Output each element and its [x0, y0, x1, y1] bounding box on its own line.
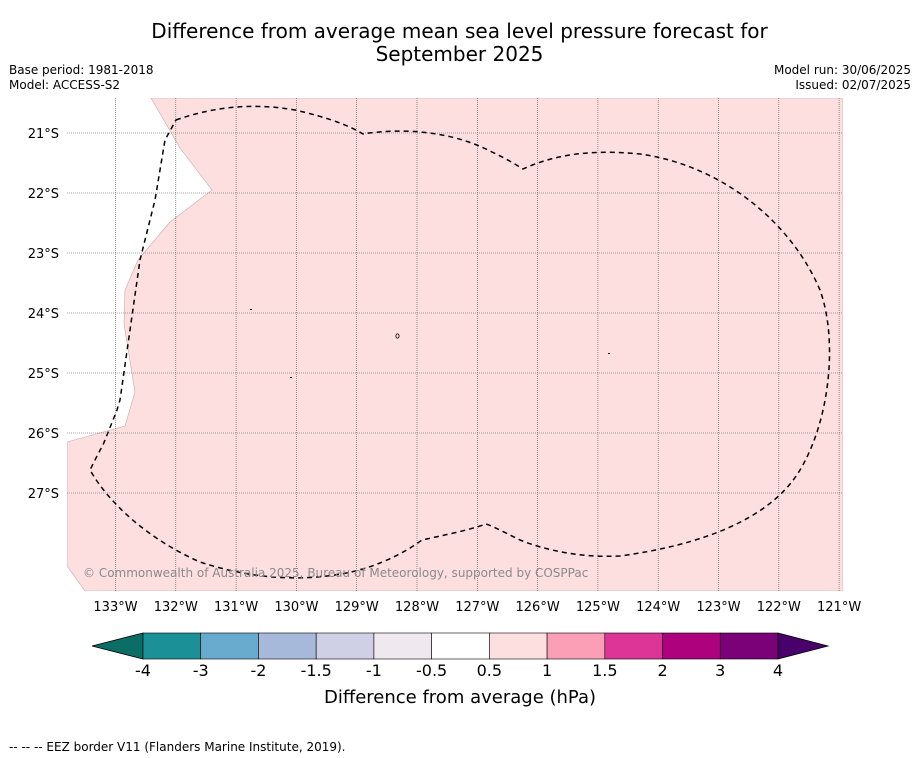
lat-label: 21°S: [28, 127, 59, 142]
model-run: Model run: 30/06/2025: [773, 63, 911, 77]
lon-label: 133°W: [93, 600, 137, 615]
colorbar-tick: 3: [715, 661, 725, 680]
colorbar-min-arrow: [91, 632, 144, 660]
graticule: [67, 98, 843, 591]
colorbar-segment: [546, 632, 606, 660]
colorbar: -4 -3 -2 -1.5 -1 -0.5 0.5 1 1.5 2 3 4: [91, 632, 830, 680]
colorbar-segment: [315, 632, 375, 660]
issued-date: Issued: 02/07/2025: [795, 78, 911, 92]
title-line-1: Difference from average mean sea level p…: [151, 19, 768, 43]
lat-label: 25°S: [28, 367, 59, 382]
copyright-notice: © Commonwealth of Australia 2025, Bureau…: [83, 566, 588, 580]
colorbar-tick: 2: [657, 661, 667, 680]
latitude-labels: 21°S 22°S 23°S 24°S 25°S 26°S 27°S: [28, 127, 59, 502]
eez-footnote: -- -- -- EEZ border V11 (Flanders Marine…: [9, 740, 346, 754]
island-4: [608, 353, 610, 354]
lat-label: 22°S: [28, 187, 59, 202]
lon-label: 122°W: [757, 600, 801, 615]
colorbar-tick: 0.5: [477, 661, 502, 680]
map-area: © Commonwealth of Australia 2025, Bureau…: [67, 98, 843, 591]
colorbar-tick: -1.5: [301, 661, 332, 680]
base-period: Base period: 1981-2018: [9, 63, 154, 77]
pressure-anomaly-fill: [67, 98, 843, 591]
colorbar-tick: 4: [773, 661, 783, 680]
island-1: [250, 309, 252, 310]
colorbar-segment: [719, 632, 779, 660]
lon-label: 121°W: [817, 600, 861, 615]
lon-label: 130°W: [274, 600, 318, 615]
colorbar-tick: -4: [135, 661, 151, 680]
lat-label: 24°S: [28, 307, 59, 322]
lon-label: 129°W: [335, 600, 379, 615]
colorbar-segment: [489, 632, 548, 660]
colorbar-label: Difference from average (hPa): [324, 687, 596, 708]
lon-label: 124°W: [636, 600, 680, 615]
lon-label: 123°W: [696, 600, 740, 615]
lon-label: 126°W: [516, 600, 560, 615]
lat-label: 23°S: [28, 247, 59, 262]
colorbar-segment: [200, 632, 259, 660]
lon-label: 132°W: [154, 600, 198, 615]
longitude-labels: 133°W 132°W 131°W 130°W 129°W 128°W 127°W 126°W…: [93, 600, 861, 615]
colorbar-tick: -2: [250, 661, 266, 680]
island-3: [290, 377, 292, 378]
lat-label: 27°S: [28, 487, 59, 502]
colorbar-segment: [662, 632, 721, 660]
lon-label: 128°W: [395, 600, 439, 615]
colorbar-tick: -1: [366, 661, 382, 680]
colorbar-segment: [431, 632, 490, 660]
lon-label: 131°W: [214, 600, 258, 615]
model-name: Model: ACCESS-S2: [9, 78, 121, 92]
colorbar-segment: [142, 632, 202, 660]
lat-label: 26°S: [28, 427, 59, 442]
title-line-2: September 2025: [375, 42, 544, 66]
colorbar-tick: 1.5: [592, 661, 617, 680]
eez-border: [89, 105, 831, 579]
colorbar-tick: -3: [193, 661, 209, 680]
lon-label: 125°W: [576, 600, 620, 615]
colorbar-max-arrow: [777, 632, 830, 660]
colorbar-segment: [373, 632, 432, 660]
colorbar-segment: [604, 632, 663, 660]
colorbar-tick: -0.5: [416, 661, 447, 680]
colorbar-tick: 1: [542, 661, 552, 680]
colorbar-segment: [258, 632, 317, 660]
lon-label: 127°W: [455, 600, 499, 615]
island-2: [395, 333, 400, 339]
